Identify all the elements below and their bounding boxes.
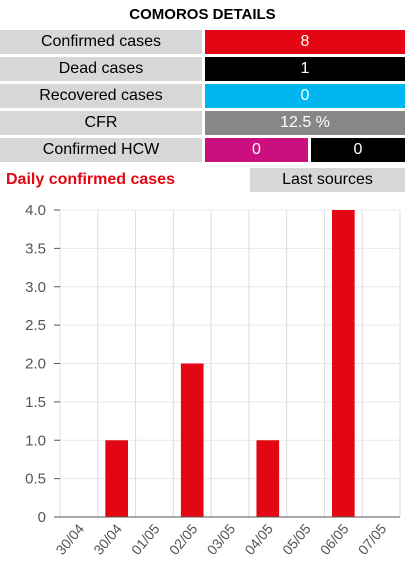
stat-row-confirmed: Confirmed cases 8 [0, 30, 405, 54]
x-tick-label: 03/05 [204, 520, 239, 557]
y-tick-label: 1.0 [25, 432, 46, 449]
stat-row-hcw: Confirmed HCW 0 0 [0, 138, 405, 162]
y-tick-label: 2.0 [25, 356, 46, 373]
hcw-value-2: 0 [311, 138, 405, 162]
bar [256, 440, 280, 517]
daily-cases-title: Daily confirmed cases [6, 171, 175, 188]
stat-row-recovered: Recovered cases 0 [0, 84, 405, 108]
stat-value: 8 [205, 30, 405, 54]
x-tick-label: 01/05 [128, 520, 163, 557]
x-tick-label: 06/05 [317, 520, 352, 557]
stat-label: Dead cases [0, 57, 202, 81]
stat-value: 0 [205, 84, 405, 108]
y-tick-label: 0.5 [25, 471, 46, 488]
bar [332, 210, 355, 517]
x-tick-label: 30/04 [52, 520, 87, 557]
y-tick-label: 1.5 [25, 394, 46, 411]
stat-label: Confirmed HCW [0, 138, 202, 162]
x-tick-label: 04/05 [241, 520, 276, 557]
hcw-value-1: 0 [205, 138, 308, 162]
stat-label: CFR [0, 111, 202, 135]
y-tick-label: 3.0 [25, 279, 46, 296]
stat-label: Recovered cases [0, 84, 202, 108]
x-tick-label: 05/05 [279, 520, 314, 557]
y-tick-label: 0 [38, 509, 46, 526]
last-sources-button[interactable]: Last sources [250, 168, 405, 192]
stat-label: Confirmed cases [0, 30, 202, 54]
y-tick-label: 4.0 [25, 202, 46, 219]
stat-value: 12.5 % [205, 111, 405, 135]
stat-row-dead: Dead cases 1 [0, 57, 405, 81]
y-tick-label: 2.5 [25, 317, 46, 334]
x-tick-label: 07/05 [355, 520, 390, 557]
stat-value: 1 [205, 57, 405, 81]
page-title: COMOROS DETAILS [129, 6, 276, 23]
x-tick-label: 30/04 [90, 520, 125, 557]
x-tick-label: 02/05 [166, 520, 201, 557]
bar [180, 363, 204, 517]
bar [105, 440, 128, 517]
stat-row-cfr: CFR 12.5 % [0, 111, 405, 135]
y-tick-label: 3.5 [25, 240, 46, 257]
